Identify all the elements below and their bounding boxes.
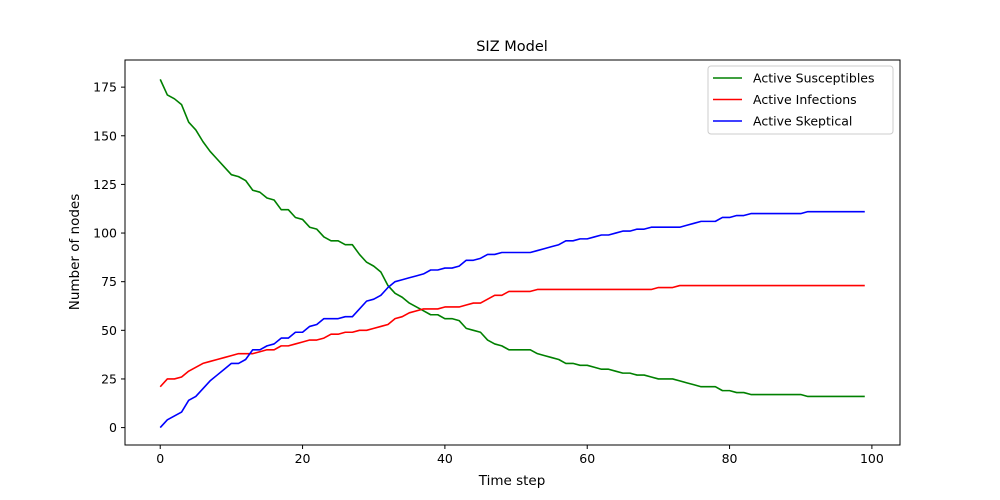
series-line-active-infections	[159, 284, 865, 388]
x-tick-label: 20	[295, 451, 311, 466]
x-axis-label: Time step	[478, 473, 546, 489]
plot-area	[159, 79, 865, 429]
legend-label: Active Susceptibles	[753, 71, 875, 86]
x-tick-label: 80	[722, 451, 738, 466]
legend-label: Active Infections	[753, 92, 857, 107]
x-axis: 0 20 40 60 80 100	[156, 445, 884, 466]
x-tick-label: 60	[579, 451, 595, 466]
x-tick-label: 100	[860, 451, 884, 466]
y-tick-label: 125	[93, 177, 117, 192]
y-tick-label: 25	[101, 371, 117, 386]
y-tick-label: 100	[93, 226, 117, 241]
axes-frame	[124, 59, 901, 446]
x-tick-label: 0	[156, 451, 164, 466]
legend: Active Susceptibles Active Infections Acti…	[707, 65, 894, 135]
y-tick-label: 150	[93, 128, 117, 143]
chart-title: SIZ Model	[476, 39, 548, 55]
y-tick-label: 50	[101, 323, 117, 338]
legend-label: Active Skeptical	[753, 114, 852, 129]
y-tick-label: 0	[109, 420, 117, 435]
series-line-active-skeptical	[159, 210, 865, 429]
y-axis-label: Number of nodes	[67, 194, 83, 311]
legend-box	[707, 65, 894, 135]
y-axis: 0 25 50 75 100 125 150 175	[93, 80, 125, 435]
y-tick-label: 175	[93, 80, 117, 95]
y-tick-label: 75	[101, 274, 117, 289]
series-line-active-susceptibles	[159, 79, 865, 398]
x-tick-label: 40	[437, 451, 453, 466]
